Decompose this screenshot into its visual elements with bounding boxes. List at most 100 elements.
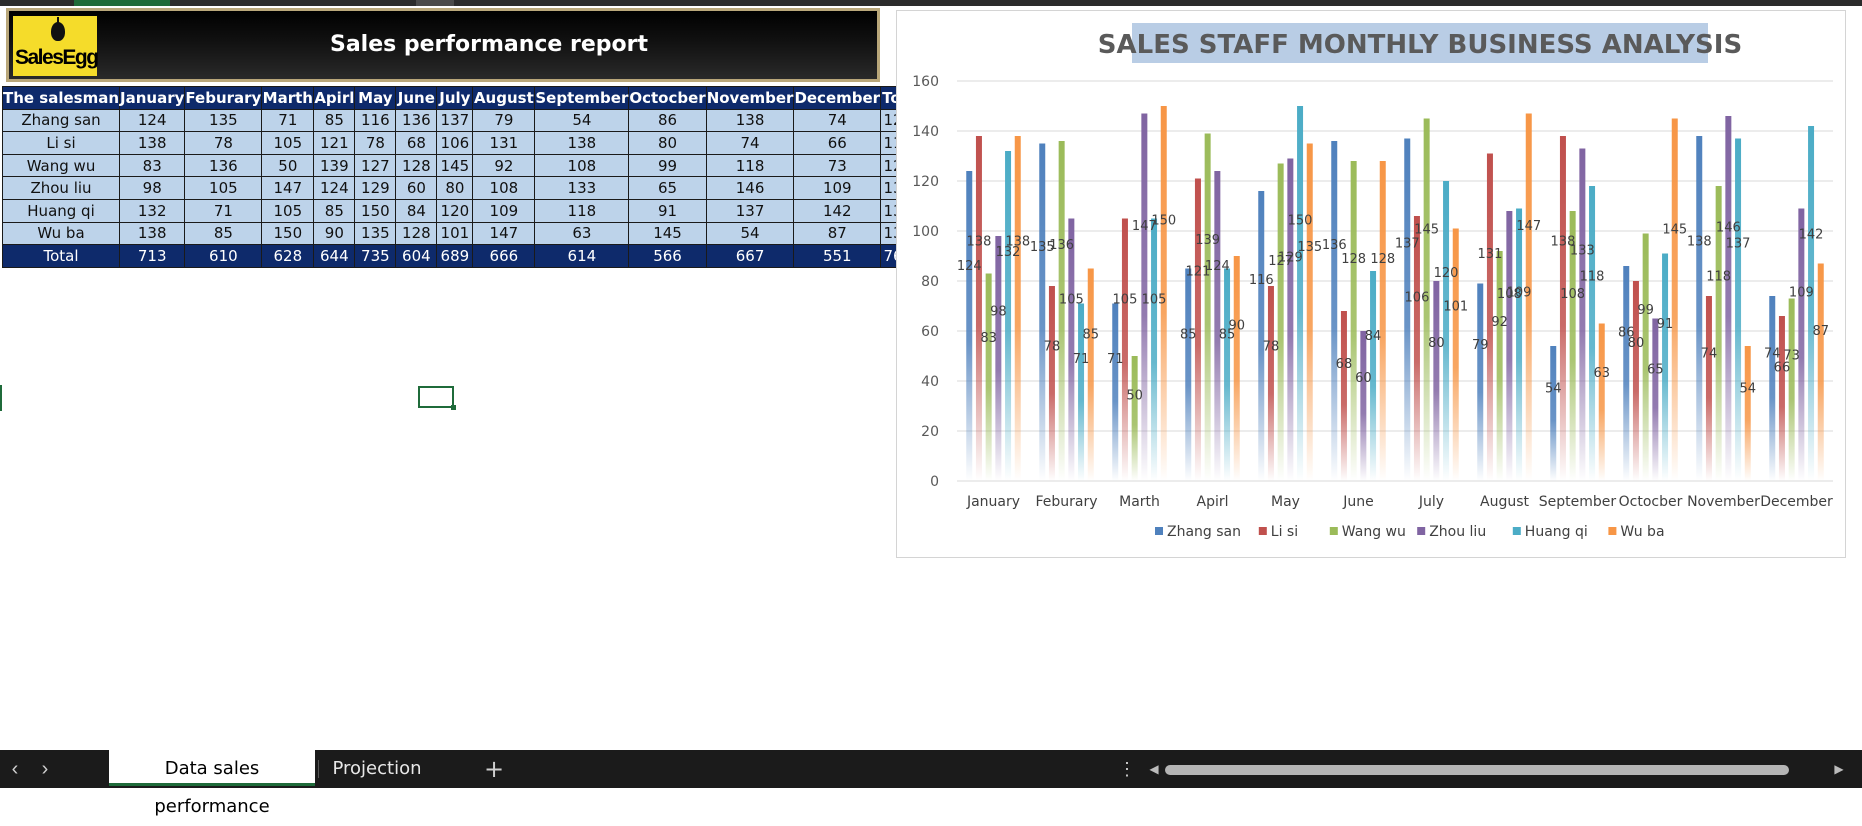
sales-value-cell[interactable]: 136 <box>395 108 438 133</box>
bar-wu-ba[interactable] <box>1087 268 1094 482</box>
bar-li-si[interactable] <box>1267 286 1274 481</box>
bar-zhou-liu[interactable] <box>1141 113 1148 482</box>
total-cell[interactable]: 614 <box>534 244 630 268</box>
bar-huang-qi[interactable] <box>1589 186 1596 481</box>
sales-value-cell[interactable]: 121 <box>313 131 356 155</box>
bar-zhang-san[interactable] <box>1769 296 1776 481</box>
column-header[interactable]: August <box>472 86 536 110</box>
total-cell[interactable]: 644 <box>313 244 356 268</box>
bar-li-si[interactable] <box>1194 178 1201 482</box>
sales-value-cell[interactable]: 54 <box>705 221 795 246</box>
column-header[interactable]: Marth <box>261 86 315 110</box>
sales-value-cell[interactable]: 138 <box>534 131 630 155</box>
sales-value-cell[interactable]: 116 <box>354 108 397 133</box>
sales-value-cell[interactable]: 150 <box>354 198 397 223</box>
bar-wu-ba[interactable] <box>1525 113 1532 482</box>
sales-value-cell[interactable]: 145 <box>436 153 474 178</box>
bar-wu-ba[interactable] <box>1306 143 1313 482</box>
bar-zhou-liu[interactable] <box>1652 318 1659 482</box>
salesman-name-cell[interactable]: Huang qi <box>1 198 121 223</box>
column-header[interactable]: Feburary <box>184 86 263 110</box>
bar-zhang-san[interactable] <box>1331 141 1338 481</box>
sales-value-cell[interactable]: 85 <box>313 108 356 133</box>
sales-value-cell[interactable]: 60 <box>395 176 438 200</box>
sales-value-cell[interactable]: 50 <box>261 153 315 178</box>
tab-data-sales-performance[interactable]: Data sales performance <box>109 750 315 817</box>
column-header[interactable]: December <box>793 86 882 110</box>
bar-wang-wu[interactable] <box>1423 118 1430 482</box>
sales-value-cell[interactable]: 128 <box>395 153 438 178</box>
bar-zhang-san[interactable] <box>1623 266 1630 481</box>
salesman-name-cell[interactable]: Wu ba <box>1 221 121 246</box>
sales-value-cell[interactable]: 71 <box>184 198 263 223</box>
scroll-right-icon[interactable]: ▶ <box>1834 762 1844 776</box>
bar-wu-ba[interactable] <box>1379 161 1386 481</box>
sales-value-cell[interactable]: 80 <box>628 131 707 155</box>
legend-entry[interactable]: Zhang san <box>1167 524 1241 540</box>
column-header[interactable]: September <box>534 86 630 110</box>
legend-entry[interactable]: Li si <box>1271 524 1298 540</box>
bar-huang-qi[interactable] <box>1808 126 1815 481</box>
sales-value-cell[interactable]: 85 <box>184 221 263 246</box>
salesman-name-cell[interactable]: Wang wu <box>1 153 121 178</box>
legend-entry[interactable]: Wu ba <box>1620 524 1664 540</box>
bar-huang-qi[interactable] <box>1297 106 1304 481</box>
sales-value-cell[interactable]: 98 <box>119 176 186 200</box>
sales-value-cell[interactable]: 84 <box>395 198 438 223</box>
sales-value-cell[interactable]: 79 <box>472 108 536 133</box>
sales-value-cell[interactable]: 74 <box>793 108 882 133</box>
sales-value-cell[interactable]: 124 <box>119 108 186 133</box>
sales-value-cell[interactable]: 135 <box>354 221 397 246</box>
sales-value-cell[interactable]: 142 <box>793 198 882 223</box>
sales-value-cell[interactable]: 132 <box>119 198 186 223</box>
bar-li-si[interactable] <box>1121 218 1128 482</box>
sales-value-cell[interactable]: 120 <box>436 198 474 223</box>
sales-value-cell[interactable]: 133 <box>534 176 630 200</box>
column-header[interactable]: November <box>705 86 795 110</box>
bar-wang-wu[interactable] <box>1058 141 1065 481</box>
scroll-left-icon[interactable]: ◀ <box>1149 762 1159 776</box>
bar-zhang-san[interactable] <box>1112 303 1119 482</box>
active-column-header[interactable] <box>416 0 454 6</box>
sales-value-cell[interactable]: 86 <box>628 108 707 133</box>
sales-value-cell[interactable]: 124 <box>313 176 356 200</box>
bar-wang-wu[interactable] <box>1788 298 1795 482</box>
bar-wu-ba[interactable] <box>1817 263 1824 482</box>
prev-sheet-icon[interactable]: ‹ <box>11 758 19 780</box>
bar-wang-wu[interactable] <box>1204 133 1211 482</box>
sales-value-cell[interactable]: 108 <box>472 176 536 200</box>
bar-zhou-liu[interactable] <box>1068 218 1075 482</box>
sales-value-cell[interactable]: 73 <box>793 153 882 178</box>
bar-wu-ba[interactable] <box>1598 323 1605 482</box>
sales-value-cell[interactable]: 68 <box>395 131 438 155</box>
sales-chart[interactable]: SALES STAFF MONTHLY BUSINESS ANALYSIS 0 20… <box>896 10 1846 558</box>
bar-wu-ba[interactable] <box>1160 106 1167 481</box>
sales-value-cell[interactable]: 105 <box>261 198 315 223</box>
bar-huang-qi[interactable] <box>1224 268 1231 482</box>
legend-entry[interactable]: Zhou liu <box>1429 524 1486 540</box>
sales-value-cell[interactable]: 90 <box>313 221 356 246</box>
bar-wu-ba[interactable] <box>1671 118 1678 482</box>
sales-value-cell[interactable]: 118 <box>534 198 630 223</box>
bar-wu-ba[interactable] <box>1452 228 1459 482</box>
sales-value-cell[interactable]: 80 <box>436 176 474 200</box>
bar-wang-wu[interactable] <box>1642 233 1649 482</box>
selected-cell[interactable] <box>418 386 456 410</box>
more-options-icon[interactable]: ⋮ <box>1118 759 1136 779</box>
bar-huang-qi[interactable] <box>1370 271 1377 481</box>
bar-huang-qi[interactable] <box>1662 253 1669 482</box>
column-header[interactable]: May <box>354 86 397 110</box>
sales-value-cell[interactable]: 138 <box>705 108 795 133</box>
bar-zhou-liu[interactable] <box>1725 116 1732 481</box>
bar-wang-wu[interactable] <box>1350 161 1357 481</box>
sales-value-cell[interactable]: 92 <box>472 153 536 178</box>
bar-zhang-san[interactable] <box>966 171 973 481</box>
next-sheet-icon[interactable]: › <box>41 758 49 780</box>
legend-entry[interactable]: Huang qi <box>1525 524 1588 540</box>
bar-huang-qi[interactable] <box>1735 138 1742 482</box>
bar-zhou-liu[interactable] <box>1214 171 1221 481</box>
bar-huang-qi[interactable] <box>1443 181 1450 481</box>
bar-wang-wu[interactable] <box>1277 163 1284 482</box>
bar-zhou-liu[interactable] <box>1798 208 1805 482</box>
sales-value-cell[interactable]: 74 <box>705 131 795 155</box>
